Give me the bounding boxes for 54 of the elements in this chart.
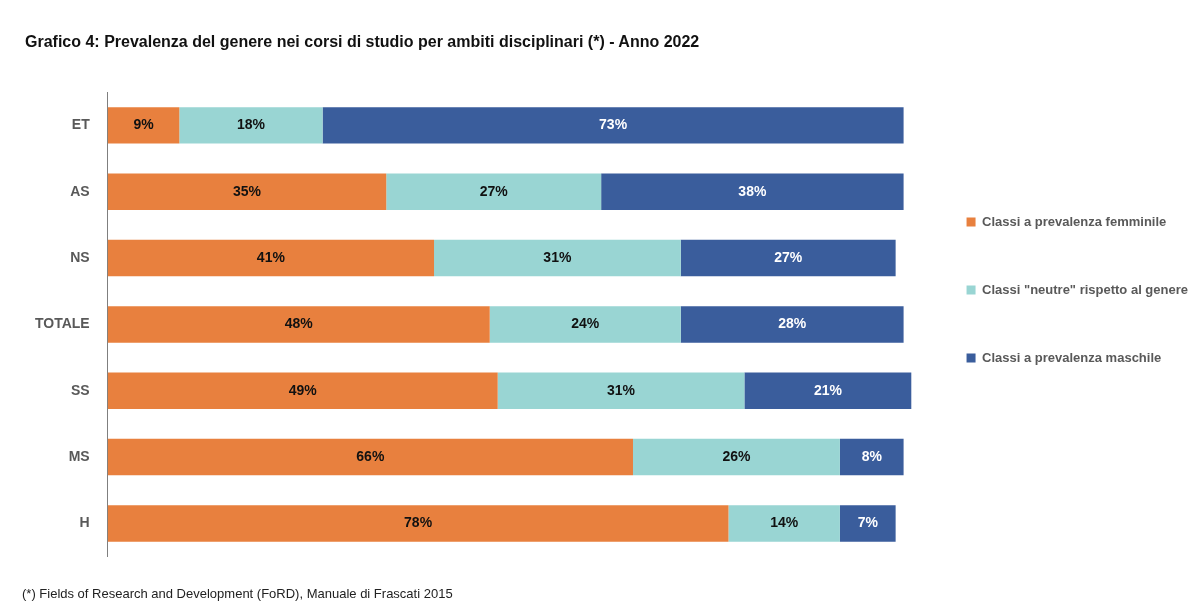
data-label: 24% (571, 315, 600, 332)
bar (322, 107, 904, 144)
bar (632, 438, 840, 476)
data-label: 31% (607, 381, 636, 398)
data-label: 7% (857, 514, 879, 531)
bar (107, 173, 387, 210)
bar (179, 107, 323, 144)
legend-label: Classi a prevalenza femminile (982, 213, 1167, 229)
bar (680, 306, 904, 343)
bar (107, 372, 498, 409)
bar (680, 239, 896, 277)
y-tick-label: SS (71, 381, 90, 398)
data-label: 27% (774, 248, 803, 265)
y-tick-label: ET (71, 116, 91, 133)
bar (601, 173, 904, 210)
data-label: 14% (770, 514, 799, 531)
data-label: 38% (738, 182, 767, 199)
data-label: 66% (356, 447, 385, 464)
data-label: 48% (284, 315, 314, 332)
bar (107, 438, 633, 476)
bar (489, 306, 681, 343)
y-tick-label: H (79, 514, 90, 531)
legend-label: Classi "neutre" rispetto al genere (982, 281, 1188, 297)
data-label: 8% (861, 447, 883, 464)
bar (107, 239, 435, 277)
bar (839, 438, 904, 476)
data-label: 27% (479, 182, 509, 199)
data-label: 26% (722, 447, 752, 464)
y-tick-label: AS (70, 182, 90, 199)
chart-title: Grafico 4: Prevalenza del genere nei corsi di studio per ambiti disciplinari (*) - Anno 2022 (25, 33, 700, 51)
y-tick-label: TOTALE (35, 315, 90, 332)
bar (744, 372, 912, 409)
data-label: 73% (599, 116, 628, 133)
data-label: 49% (288, 381, 318, 398)
data-label: 31% (543, 248, 572, 265)
data-label: 18% (236, 116, 266, 133)
bar (107, 107, 180, 144)
bar (839, 505, 896, 542)
bar (107, 306, 490, 343)
data-label: 78% (404, 514, 433, 531)
bar (434, 239, 681, 277)
data-label: 21% (813, 381, 843, 398)
y-tick-label: NS (70, 248, 90, 265)
data-label: 9% (133, 116, 155, 133)
data-label: 28% (778, 315, 807, 332)
bar (107, 505, 729, 542)
bar (728, 505, 840, 542)
bar (386, 173, 602, 210)
data-label: 41% (256, 248, 286, 265)
legend-label: Classi a prevalenza maschile (982, 349, 1162, 365)
text: (*) Fields of Research and Development (FoRD), Manuale di Frascati 2015 (22, 586, 453, 601)
data-label: 35% (232, 182, 262, 199)
bar (497, 372, 745, 409)
y-tick-label: MS (68, 447, 90, 464)
